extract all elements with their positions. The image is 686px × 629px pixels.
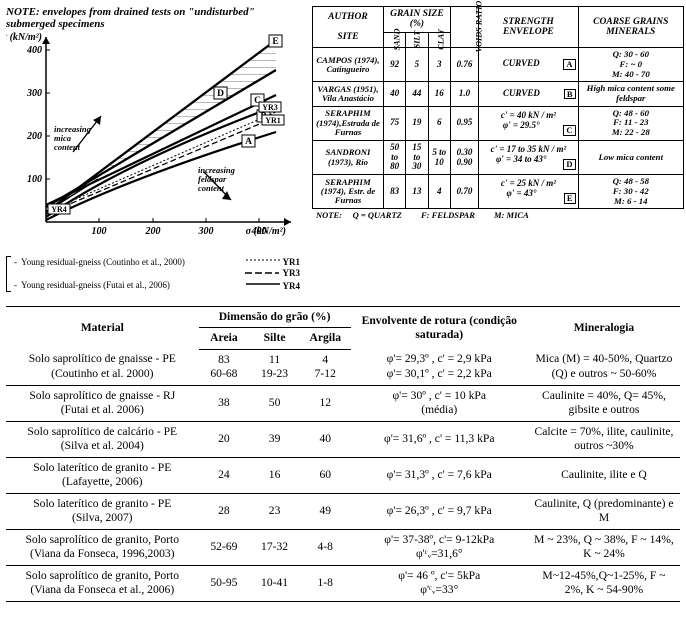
main-table: Material Dimensão do grão (%) Envolvente… bbox=[6, 306, 680, 602]
svg-text:content: content bbox=[198, 183, 225, 193]
svg-text:YR4: YR4 bbox=[51, 205, 67, 214]
main-row: Solo saprolítico de granito, Porto(Viana… bbox=[6, 565, 680, 601]
mth-material: Material bbox=[6, 306, 199, 349]
chart-note: NOTE: envelopes from drained tests on "u… bbox=[6, 6, 306, 30]
th-clay: CLAY bbox=[428, 32, 450, 47]
mth-sand: Areia bbox=[199, 328, 250, 349]
main-row: Solo saprolítico de gnaisse - PE(Coutinh… bbox=[6, 349, 680, 385]
svg-text:YR1: YR1 bbox=[265, 116, 281, 125]
envelope-chart: NOTE: envelopes from drained tests on "u… bbox=[6, 6, 306, 292]
author-row: CAMPOS (1974), Catingueiro92530.76CURVED… bbox=[313, 48, 684, 82]
author-row: VARGAS (1951), Vila Anastácio4044161.0CU… bbox=[313, 82, 684, 106]
mth-clay: Argila bbox=[300, 328, 351, 349]
main-row: Solo saprolítico de granito, Porto(Viana… bbox=[6, 529, 680, 565]
svg-text:D: D bbox=[217, 89, 224, 99]
author-table: AUTHORSITE GRAIN SIZE (%) VOIDS RATIO ST… bbox=[312, 6, 684, 209]
th-min: COARSE GRAINS MINERALS bbox=[578, 7, 683, 48]
mth-silt: Silte bbox=[249, 328, 300, 349]
mth-grain: Dimensão do grão (%) bbox=[199, 306, 351, 327]
th-author: AUTHORSITE bbox=[313, 7, 384, 48]
svg-text:100: 100 bbox=[92, 226, 107, 237]
svg-text:YR3: YR3 bbox=[262, 103, 278, 112]
author-row: SANDRONI (1973), Rio50 to 8015 to 305 to… bbox=[313, 140, 684, 175]
author-footnote: NOTE: Q = QUARTZ F: FELDSPAR M: MICA bbox=[312, 209, 684, 220]
chart-legend: - Young residual-gneiss (Coutinho et al.… bbox=[6, 256, 306, 292]
svg-text:100: 100 bbox=[27, 174, 42, 185]
svg-text:200: 200 bbox=[26, 131, 42, 142]
main-row: Solo laterítico de granito - PE(Lafayett… bbox=[6, 457, 680, 493]
mth-env: Envolvente de rotura (condição saturada) bbox=[351, 306, 528, 349]
author-row: SERAPHIM (1974), Estr. de Furnas831340.7… bbox=[313, 175, 684, 209]
svg-text:E: E bbox=[272, 37, 278, 47]
svg-text:200: 200 bbox=[145, 226, 161, 237]
author-table-wrap: AUTHORSITE GRAIN SIZE (%) VOIDS RATIO ST… bbox=[312, 6, 684, 220]
main-row: Solo saprolítico de gnaisse - RJ(Futai e… bbox=[6, 385, 680, 421]
svg-text:σ (kN/m²): σ (kN/m²) bbox=[246, 226, 286, 237]
main-row: Solo laterítico de granito - PE(Silva, 2… bbox=[6, 493, 680, 529]
svg-text:A: A bbox=[245, 137, 252, 147]
svg-text:300: 300 bbox=[198, 226, 214, 237]
th-silt: SILT bbox=[406, 32, 428, 47]
main-row: Solo saprolítico de calcário - PE(Silva … bbox=[6, 421, 680, 457]
mth-miner: Mineralogia bbox=[528, 306, 680, 349]
th-sand: SAND bbox=[383, 32, 405, 47]
th-env: STRENGTH ENVELOPE bbox=[479, 7, 578, 48]
svg-text:content: content bbox=[54, 142, 81, 152]
chart-svg: 100 200 300 400 σ (kN/m²) 100 200 300 40… bbox=[6, 32, 306, 252]
svg-text:300: 300 bbox=[26, 88, 42, 99]
svg-text:400: 400 bbox=[26, 45, 42, 56]
author-row: SERAPHIM (1974),Estrada de Furnas751960.… bbox=[313, 106, 684, 140]
svg-text:τ (kN/m²): τ (kN/m²) bbox=[6, 32, 42, 43]
th-voids: VOIDS RATIO bbox=[450, 7, 478, 48]
